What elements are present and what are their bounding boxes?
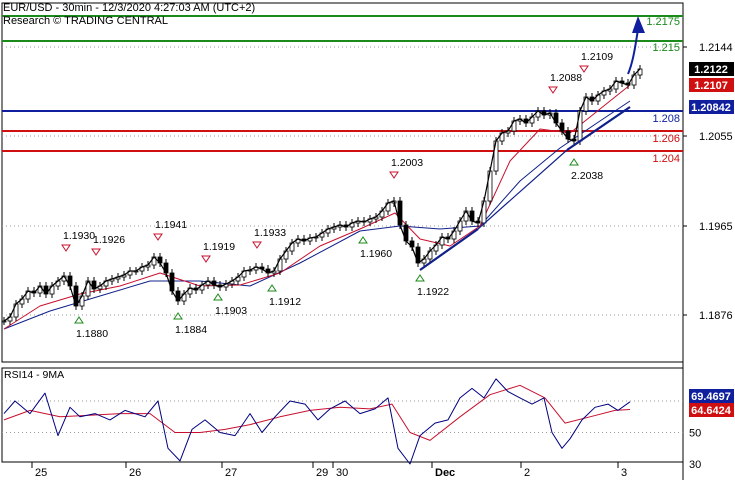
peak-label: 1.1933 <box>254 227 286 239</box>
key-level-label: 1.2175 <box>646 16 680 28</box>
price-line <box>3 68 641 322</box>
research-credit: Research © TRADING CENTRAL <box>3 15 168 27</box>
x-tick-label: 27 <box>225 467 237 479</box>
trough-label: 1.1912 <box>269 296 301 308</box>
price-tick-label: 1.2055 <box>699 131 733 143</box>
key-level-label: 1.208 <box>652 113 680 125</box>
rsi-tick-label: 50 <box>689 428 701 440</box>
x-tick-label: 3 <box>621 467 627 479</box>
key-level-label: 1.215 <box>652 42 680 54</box>
rsi-tick-label: 30 <box>689 459 701 471</box>
ma-slow-line <box>3 100 631 330</box>
rsi-tag-value: 69.4697 <box>691 391 731 403</box>
peak-label: 1.2109 <box>581 51 613 63</box>
peak-label: 1.1930 <box>63 230 95 242</box>
price-tag <box>689 62 734 76</box>
rsi-tag <box>689 389 734 403</box>
chart-title: EUR/USD - 30min - 12/3/2020 4:27:03 AM (… <box>3 2 256 14</box>
peak-marker <box>252 241 262 249</box>
trough-marker <box>415 274 425 282</box>
price-tag <box>689 78 734 92</box>
peak-marker <box>548 86 558 94</box>
rsi-tag <box>689 403 734 417</box>
rsi-line <box>3 378 631 465</box>
peak-label: 1.1941 <box>155 219 187 231</box>
trend-support-1 <box>419 228 479 271</box>
rsi-pane <box>1 367 684 463</box>
peak-marker <box>389 171 399 179</box>
key-level-label: 1.204 <box>652 153 680 165</box>
x-tick-label: 26 <box>129 467 141 479</box>
trough-marker <box>569 158 579 166</box>
peak-label: 1.2003 <box>391 157 423 169</box>
rsi-tag-value: 64.6424 <box>691 405 732 417</box>
trend-support-link <box>477 149 568 230</box>
trough-label: 1.1960 <box>360 248 392 260</box>
price-tick-label: 1.1876 <box>699 310 733 322</box>
peak-marker <box>579 65 589 73</box>
trough-label: 1.1880 <box>76 328 108 340</box>
price-tag-value: 1.20842 <box>691 102 731 114</box>
rsi-pane-label: RSI14 - 9MA <box>4 369 64 381</box>
price-tick-label: 1.1965 <box>699 221 733 233</box>
peak-marker <box>201 255 211 263</box>
price-pane <box>1 2 684 363</box>
trough-label: 2.2038 <box>571 170 603 182</box>
price-tag-value: 1.2122 <box>694 64 728 76</box>
peak-marker <box>61 244 71 252</box>
trough-marker <box>267 284 277 292</box>
x-tick-label: 29 <box>316 467 328 479</box>
trough-label: 1.1884 <box>175 324 207 336</box>
trough-marker <box>173 312 183 320</box>
forecast-arrow-head <box>632 16 645 33</box>
key-level-label: 1.206 <box>652 133 680 145</box>
peak-marker <box>153 233 163 241</box>
ma-fast-line <box>3 84 631 330</box>
trough-marker <box>74 316 84 324</box>
candle-body <box>1 320 7 323</box>
trend-support-2 <box>566 106 631 151</box>
trough-marker <box>358 236 368 244</box>
trough-label: 1.1922 <box>417 286 449 298</box>
x-tick-label: Dec <box>435 467 455 479</box>
x-tick-label: 30 <box>336 467 348 479</box>
peak-label: 1.1919 <box>203 241 235 253</box>
x-tick-label: 25 <box>35 467 47 479</box>
price-tag-value: 1.2107 <box>694 80 728 92</box>
peak-label: 1.2088 <box>550 72 582 84</box>
trough-marker <box>213 293 223 301</box>
x-tick-label: 2 <box>524 467 530 479</box>
trough-label: 1.1903 <box>215 305 247 317</box>
peak-label: 1.1926 <box>93 234 125 246</box>
price-tag <box>689 100 734 114</box>
peak-marker <box>91 248 101 256</box>
price-tick-label: 1.2144 <box>699 42 733 54</box>
